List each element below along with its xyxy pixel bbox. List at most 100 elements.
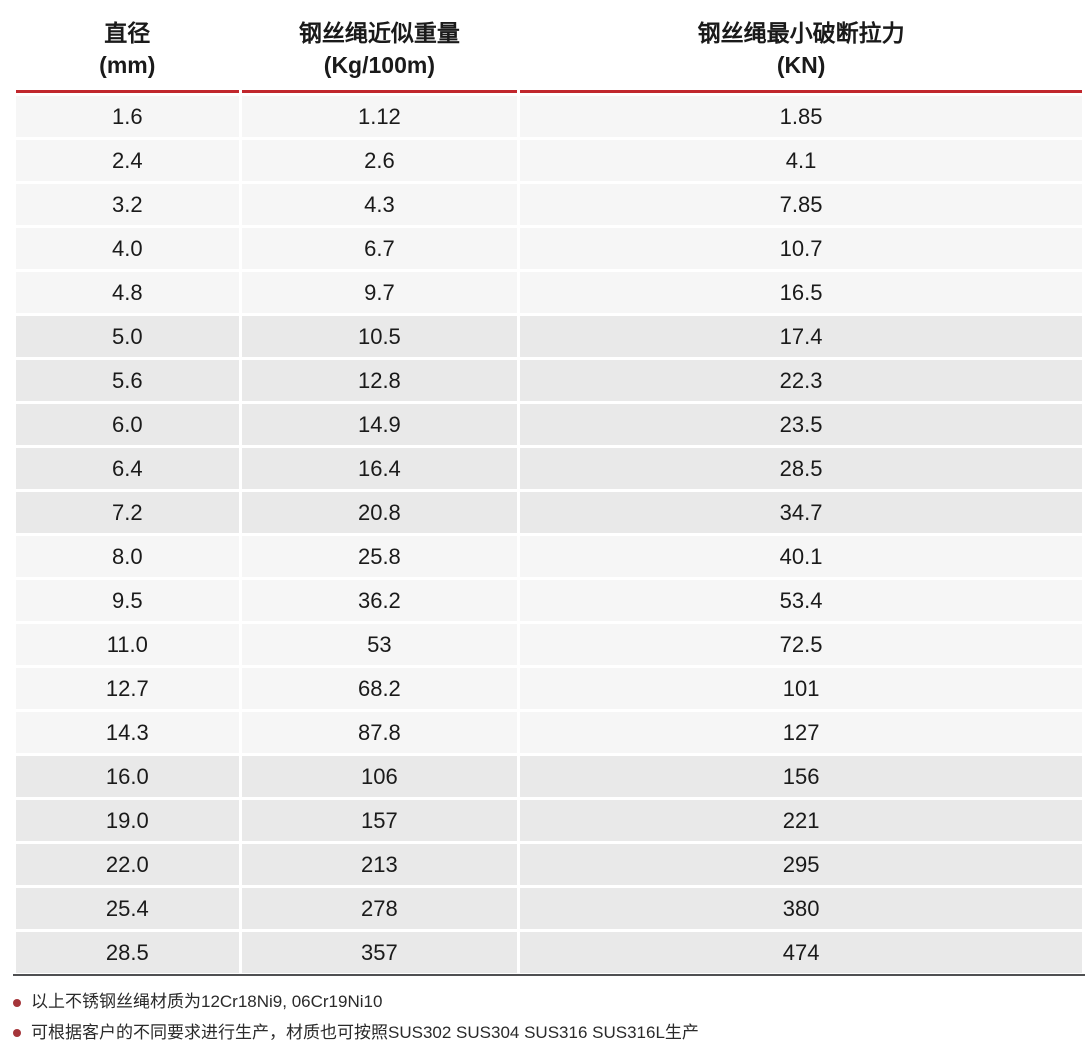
table-cell: 4.3 [241, 184, 518, 226]
table-cell: 1.12 [241, 96, 518, 138]
table-cell: 156 [520, 756, 1082, 798]
table-cell: 221 [520, 800, 1082, 842]
table-cell: 1.85 [520, 96, 1082, 138]
table-cell: 9.5 [16, 580, 239, 622]
table-row: 5.0 10.5 17.4 [16, 316, 1082, 358]
table-cell: 4.1 [520, 140, 1082, 182]
table-row: 28.5 357 474 [16, 932, 1082, 974]
spec-table-header: 直径 (mm) 钢丝绳近似重量 (Kg/100m) 钢丝绳最小破断拉力 (KN) [16, 11, 1082, 94]
table-cell: 5.0 [16, 316, 239, 358]
table-row: 8.0 25.8 40.1 [16, 536, 1082, 578]
table-cell: 474 [520, 932, 1082, 974]
table-cell: 380 [520, 888, 1082, 930]
table-row: 2.4 2.6 4.1 [16, 140, 1082, 182]
table-cell: 34.7 [520, 492, 1082, 534]
table-cell: 7.85 [520, 184, 1082, 226]
footnote: 以上不锈钢丝绳材质为12Cr18Ni9, 06Cr19Ni10 [13, 992, 1085, 1012]
bullet-icon [13, 998, 21, 1007]
table-cell: 10.7 [520, 228, 1082, 270]
spec-table-body: 1.6 1.12 1.85 2.4 2.6 4.1 3.2 4.3 7.85 4.0 6.7 10.7… [16, 96, 1082, 974]
table-cell: 278 [241, 888, 518, 930]
column-title: 钢丝绳近似重量 [298, 20, 460, 46]
table-cell: 87.8 [241, 712, 518, 754]
table-cell: 2.4 [16, 140, 239, 182]
table-cell: 23.5 [520, 404, 1082, 446]
table-bottom-rule [13, 974, 1085, 977]
table-row: 1.6 1.12 1.85 [16, 96, 1082, 138]
table-cell: 101 [520, 668, 1082, 710]
table-row: 6.4 16.4 28.5 [16, 448, 1082, 490]
table-cell: 19.0 [16, 800, 239, 842]
table-cell: 12.8 [241, 360, 518, 402]
footnote: 可根据客户的不同要求进行生产，材质也可按照SUS302 SUS304 SUS31… [13, 1023, 1085, 1043]
table-row: 7.2 20.8 34.7 [16, 492, 1082, 534]
table-cell: 106 [241, 756, 518, 798]
table-cell: 25.8 [241, 536, 518, 578]
column-header-diameter: 直径 (mm) [16, 11, 239, 94]
table-cell: 9.7 [241, 272, 518, 314]
table-cell: 7.2 [16, 492, 239, 534]
table-cell: 213 [241, 844, 518, 886]
table-cell: 8.0 [16, 536, 239, 578]
column-header-weight: 钢丝绳近似重量 (Kg/100m) [241, 11, 518, 94]
table-cell: 5.6 [16, 360, 239, 402]
table-row: 4.0 6.7 10.7 [16, 228, 1082, 270]
header-row: 直径 (mm) 钢丝绳近似重量 (Kg/100m) 钢丝绳最小破断拉力 (KN) [16, 11, 1082, 94]
table-row: 14.3 87.8 127 [16, 712, 1082, 754]
table-cell: 157 [241, 800, 518, 842]
table-cell: 295 [520, 844, 1082, 886]
footnotes: 以上不锈钢丝绳材质为12Cr18Ni9, 06Cr19Ni10 可根据客户的不同… [13, 992, 1085, 1043]
table-cell: 17.4 [520, 316, 1082, 358]
table-cell: 11.0 [16, 624, 239, 666]
table-row: 16.0 106 156 [16, 756, 1082, 798]
table-cell: 20.8 [241, 492, 518, 534]
table-row: 4.8 9.7 16.5 [16, 272, 1082, 314]
table-cell: 3.2 [16, 184, 239, 226]
table-cell: 14.3 [16, 712, 239, 754]
table-cell: 53 [241, 624, 518, 666]
table-cell: 12.7 [16, 668, 239, 710]
table-cell: 40.1 [520, 536, 1082, 578]
table-row: 12.7 68.2 101 [16, 668, 1082, 710]
table-cell: 127 [520, 712, 1082, 754]
table-cell: 36.2 [241, 580, 518, 622]
column-unit: (KN) [776, 52, 826, 79]
table-cell: 28.5 [16, 932, 239, 974]
table-cell: 14.9 [241, 404, 518, 446]
table-cell: 4.0 [16, 228, 239, 270]
table-cell: 28.5 [520, 448, 1082, 490]
table-cell: 16.4 [241, 448, 518, 490]
column-title: 钢丝绳最小破断拉力 [697, 20, 905, 46]
table-row: 25.4 278 380 [16, 888, 1082, 930]
table-cell: 22.3 [520, 360, 1082, 402]
table-cell: 1.6 [16, 96, 239, 138]
table-cell: 68.2 [241, 668, 518, 710]
table-cell: 16.5 [520, 272, 1082, 314]
column-unit: (mm) [99, 52, 156, 79]
table-cell: 6.0 [16, 404, 239, 446]
table-row: 3.2 4.3 7.85 [16, 184, 1082, 226]
table-cell: 25.4 [16, 888, 239, 930]
table-row: 5.6 12.8 22.3 [16, 360, 1082, 402]
table-cell: 6.4 [16, 448, 239, 490]
table-cell: 22.0 [16, 844, 239, 886]
table-cell: 6.7 [241, 228, 518, 270]
table-row: 22.0 213 295 [16, 844, 1082, 886]
table-cell: 53.4 [520, 580, 1082, 622]
table-cell: 357 [241, 932, 518, 974]
column-header-breaking-force: 钢丝绳最小破断拉力 (KN) [520, 11, 1082, 94]
bullet-icon [13, 1028, 21, 1037]
table-cell: 4.8 [16, 272, 239, 314]
column-unit: (Kg/100m) [323, 52, 435, 79]
column-title: 直径 [104, 20, 151, 46]
table-cell: 72.5 [520, 624, 1082, 666]
table-row: 11.0 53 72.5 [16, 624, 1082, 666]
table-cell: 10.5 [241, 316, 518, 358]
table-cell: 2.6 [241, 140, 518, 182]
table-row: 19.0 157 221 [16, 800, 1082, 842]
spec-table: 直径 (mm) 钢丝绳近似重量 (Kg/100m) 钢丝绳最小破断拉力 (KN)… [13, 8, 1085, 976]
table-cell: 16.0 [16, 756, 239, 798]
table-row: 6.0 14.9 23.5 [16, 404, 1082, 446]
table-row: 9.5 36.2 53.4 [16, 580, 1082, 622]
